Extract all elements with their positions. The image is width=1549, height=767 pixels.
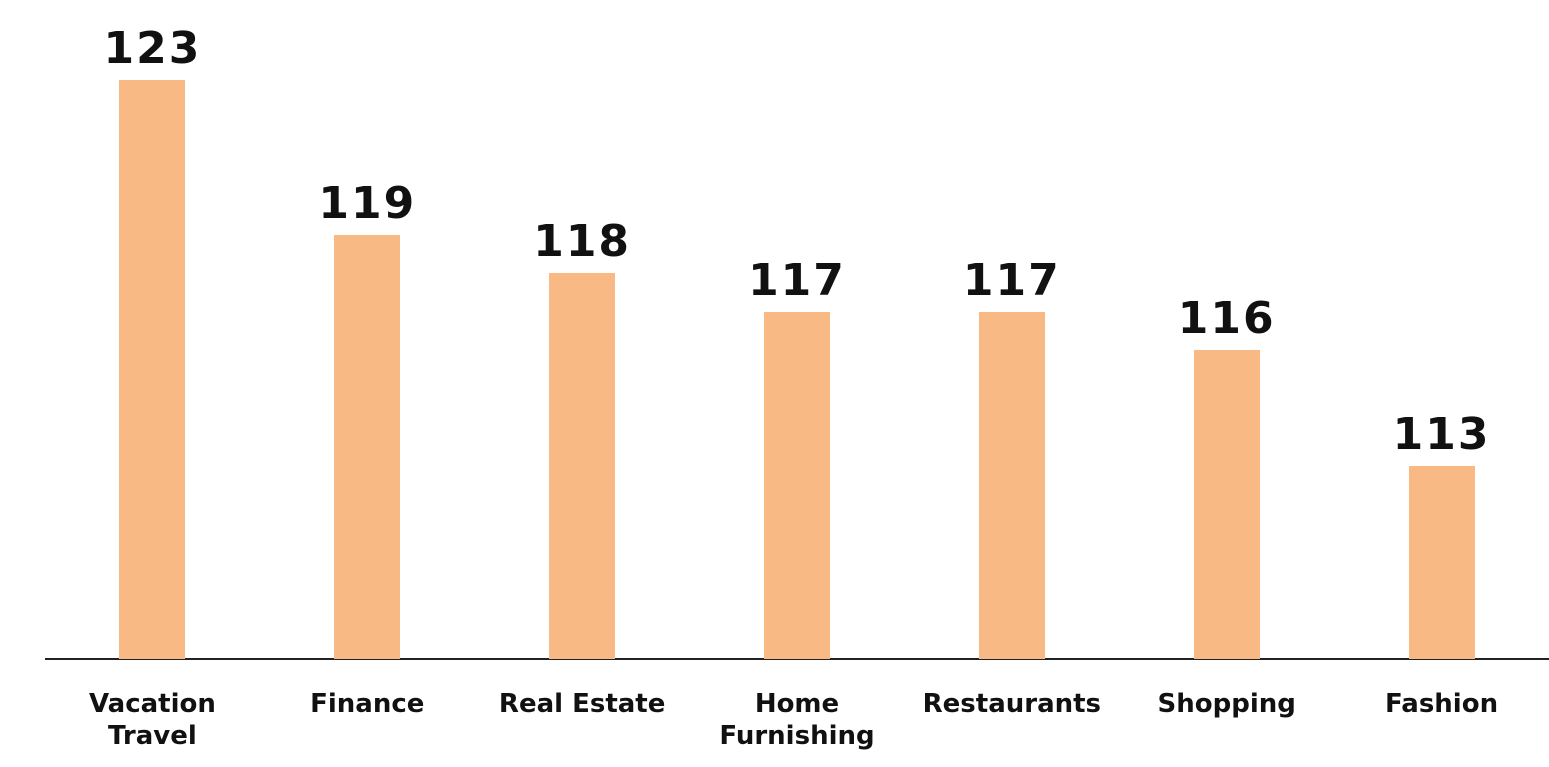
x-tick-label: Home Furnishing bbox=[719, 689, 875, 751]
bar bbox=[764, 311, 830, 659]
value-label: 118 bbox=[533, 216, 632, 268]
value-label: 117 bbox=[962, 254, 1061, 306]
x-tick-label: Real Estate bbox=[498, 689, 666, 719]
x-tick-label: Vacation Travel bbox=[88, 689, 216, 751]
value-label: 117 bbox=[748, 254, 846, 306]
bar bbox=[1408, 466, 1475, 659]
bar bbox=[978, 311, 1045, 659]
x-tick-label: Restaurants bbox=[922, 689, 1102, 719]
bar bbox=[119, 80, 186, 659]
value-label: 116 bbox=[1177, 293, 1276, 345]
value-label: 113 bbox=[1392, 409, 1491, 461]
bar bbox=[1193, 350, 1260, 659]
bar bbox=[334, 234, 401, 659]
x-axis-line bbox=[45, 658, 1549, 660]
value-label: 119 bbox=[318, 177, 417, 229]
x-tick-label: Fashion bbox=[1385, 689, 1499, 719]
x-tick-label: Finance bbox=[310, 689, 425, 719]
bar bbox=[549, 273, 616, 659]
x-tick-label: Shopping bbox=[1157, 689, 1296, 719]
value-label: 123 bbox=[103, 23, 202, 75]
